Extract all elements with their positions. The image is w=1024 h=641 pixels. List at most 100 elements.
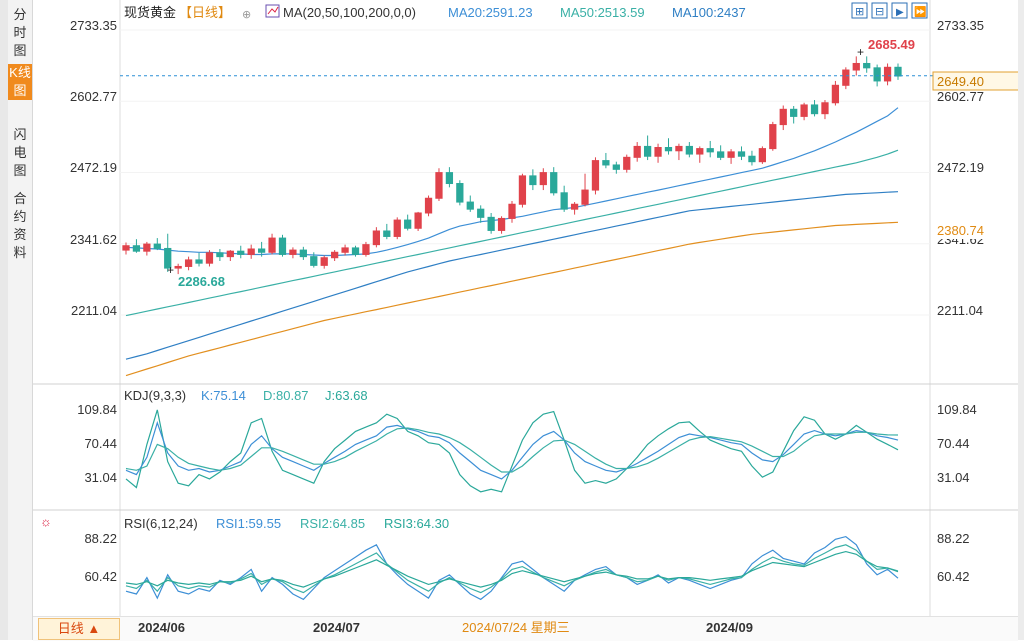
candle-body-59	[737, 151, 746, 157]
ma-params: MA(20,50,100,200,0,0)	[283, 5, 416, 20]
candle-body-57	[717, 151, 725, 158]
price-tick-left-2: 2602.77	[70, 89, 117, 104]
kdj-tick-left-3: 31.04	[84, 470, 117, 485]
candle-body-67	[821, 102, 829, 115]
candle-body-49	[633, 145, 641, 158]
candle-body-9	[216, 252, 224, 258]
zoom-out-glyph: ⊟	[875, 6, 884, 18]
price-tick-right-5: 2211.04	[937, 303, 983, 318]
candle-body-33	[466, 201, 474, 210]
candle-body-74	[894, 66, 902, 77]
price-tick-left-4: 2341.62	[70, 232, 117, 247]
high-marker-icon: +	[857, 45, 864, 59]
instrument-name: 现货黄金	[124, 5, 176, 20]
low-label: 2286.68	[178, 274, 225, 289]
candle-body-31	[445, 172, 454, 185]
scroll-edge[interactable]	[1018, 0, 1024, 640]
candle-body-42	[560, 192, 568, 210]
ma100-value: MA100:2437	[672, 5, 746, 20]
settings-icon[interactable]: ⊕	[242, 9, 251, 21]
crosshair-date: 2024/07/24 星期三	[462, 620, 570, 635]
zoom-in-icon[interactable]	[851, 2, 868, 19]
tab-intraday[interactable]: 分时图	[13, 7, 27, 58]
candle-body-50	[643, 145, 652, 157]
ma200-tag-value: 2380.74	[937, 223, 984, 238]
candle-body-48	[623, 156, 631, 170]
rsi3-line	[125, 550, 899, 588]
fast-forward-glyph: ⏩	[914, 5, 926, 18]
kdj-d-line	[125, 427, 899, 473]
price-tick-left-3: 2472.19	[70, 160, 117, 175]
candle-body-55	[696, 148, 704, 155]
candle-body-11	[237, 250, 245, 255]
kdj-tick-right-1: 109.84	[937, 402, 977, 417]
candle-body-39	[529, 175, 537, 186]
rsi1-line	[125, 535, 899, 601]
candle-body-10	[226, 250, 234, 258]
tab-contract-info[interactable]: 合约资料	[13, 191, 27, 260]
rsi-settings-icon[interactable]: ☼	[40, 514, 52, 529]
candle-body-69	[842, 69, 850, 86]
tab-flash-chart[interactable]: 闪电图	[13, 127, 27, 178]
current-price-tag	[932, 71, 1018, 91]
tab-kline[interactable]: K线图	[8, 64, 32, 100]
fast-forward-icon[interactable]	[911, 2, 928, 19]
indicator-icon[interactable]	[265, 4, 280, 18]
candle-body-51	[654, 147, 662, 157]
candle-body-12	[247, 248, 255, 255]
candle-body-64	[790, 108, 798, 117]
period-button[interactable]: 日线 ▲	[38, 618, 120, 640]
candle-body-19	[320, 257, 328, 266]
candle-body-65	[800, 104, 808, 117]
window-edge	[0, 0, 8, 640]
candle-body-29	[424, 197, 433, 214]
ma200-line	[125, 221, 899, 377]
candle-body-5	[174, 265, 182, 269]
candle-body-62	[769, 124, 777, 150]
candle-body-6	[184, 259, 193, 267]
kdj-d-value: D:80.87	[263, 388, 309, 403]
ma50-line	[125, 149, 899, 317]
candle-body-52	[664, 147, 673, 152]
ma200-tag	[933, 222, 997, 239]
candle-body-28	[414, 212, 422, 229]
indicator-icon-line	[267, 6, 279, 15]
period-label[interactable]: 【日线】	[179, 5, 231, 20]
rsi-label: RSI(6,12,24)	[124, 516, 198, 531]
candle-body-1	[132, 245, 141, 252]
candle-body-18	[310, 256, 318, 266]
candle-body-56	[706, 148, 714, 153]
play-icon[interactable]	[891, 2, 908, 19]
candle-body-53	[675, 145, 683, 152]
candle-body-40	[539, 172, 547, 186]
candle-body-63	[779, 108, 787, 126]
kdj-tick-right-2: 70.44	[937, 436, 970, 451]
time-label-jul: 2024/07	[313, 620, 360, 635]
ma100-line	[125, 191, 899, 360]
rsi-tick-left-2: 60.42	[84, 569, 117, 584]
price-tick-left-5: 2211.04	[71, 303, 117, 318]
candle-body-36	[497, 217, 506, 231]
sidebar: 分时图 K线图 闪电图 合约资料	[8, 0, 33, 640]
kdj-j-value: J:63.68	[325, 388, 368, 403]
candle-body-38	[518, 175, 527, 205]
ma20-value: MA20:2591.23	[448, 5, 533, 20]
time-label-sep: 2024/09	[706, 620, 753, 635]
kdj-tick-left-2: 70.44	[84, 436, 117, 451]
candle-body-35	[487, 216, 495, 231]
kdj-k-line	[125, 420, 899, 480]
zoom-in-glyph: ⊞	[855, 6, 864, 18]
candle-body-73	[883, 66, 892, 82]
candle-body-46	[602, 160, 610, 166]
ma20-line	[125, 107, 899, 257]
candle-body-68	[831, 84, 840, 104]
candle-body-7	[195, 259, 203, 264]
rsi2-line	[125, 544, 899, 594]
time-axis-bar	[33, 616, 1018, 641]
candle-body-0	[122, 245, 130, 251]
zoom-out-icon[interactable]	[871, 2, 888, 19]
candle-body-27	[404, 219, 412, 229]
candle-body-66	[810, 104, 819, 115]
candle-body-17	[299, 249, 307, 258]
